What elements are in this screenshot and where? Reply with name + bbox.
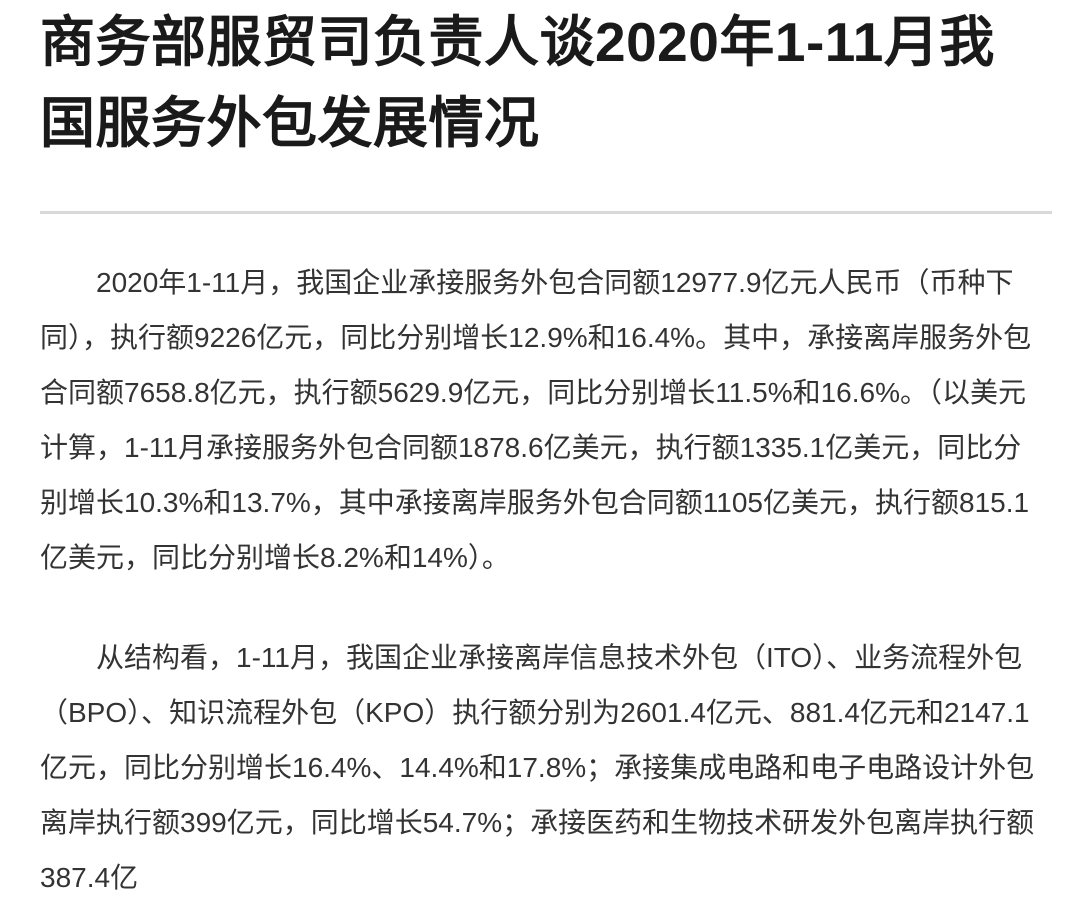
article-paragraph: 2020年1-11月，我国企业承接服务外包合同额12977.9亿元人民币（币种下… xyxy=(40,267,1032,573)
article-body: 2020年1-11月，我国企业承接服务外包合同额12977.9亿元人民币（币种下… xyxy=(40,255,1040,905)
article-paragraph: 从结构看，1-11月，我国企业承接离岸信息技术外包（ITO）、业务流程外包（BP… xyxy=(40,642,1035,893)
article-title: 商务部服贸司负责人谈2020年1-11月我国服务外包发展情况 xyxy=(40,11,995,154)
title-divider xyxy=(40,211,1052,214)
